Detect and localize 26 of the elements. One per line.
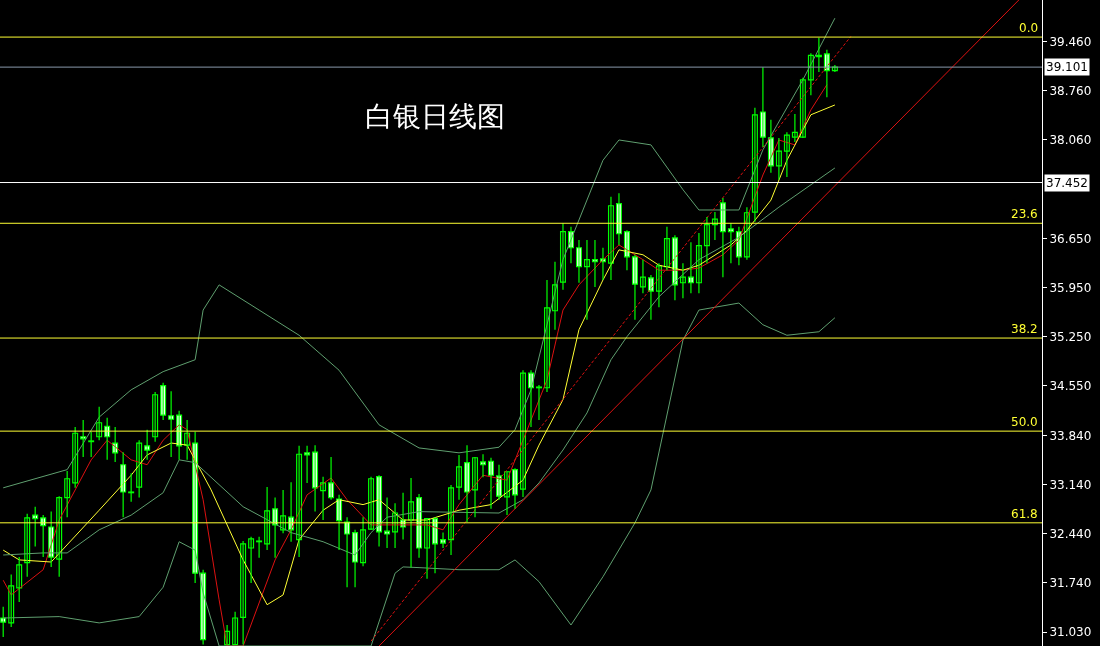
line-series bbox=[2, 167, 836, 556]
text: 白银日线图 bbox=[364, 100, 505, 134]
y-tick-label: 36.650 bbox=[1049, 231, 1092, 246]
candlestick bbox=[128, 472, 135, 503]
ref-line-label: 39.101 bbox=[1046, 60, 1088, 74]
ref-line-label: 37.452 bbox=[1046, 176, 1088, 190]
y-tick-label: 38.060 bbox=[1049, 133, 1092, 148]
y-tick-label: 34.550 bbox=[1049, 378, 1092, 393]
y-tick-label: 35.250 bbox=[1049, 329, 1092, 344]
candlestick bbox=[32, 506, 39, 548]
annotation: 61.8 bbox=[1011, 507, 1038, 521]
y-tick-label: 33.840 bbox=[1049, 428, 1092, 443]
y-tick-label: 32.440 bbox=[1049, 526, 1092, 541]
y-tick-label: 31.030 bbox=[1049, 625, 1092, 640]
candlestick bbox=[88, 431, 95, 458]
annotation: 0.0 bbox=[1019, 21, 1039, 35]
annotation: 50.0 bbox=[1011, 415, 1038, 429]
line-series bbox=[2, 17, 836, 489]
annotation: 23.6 bbox=[1011, 207, 1038, 221]
y-tick-label: 33.140 bbox=[1049, 477, 1092, 492]
y-tick-label: 35.950 bbox=[1049, 280, 1092, 295]
line-series bbox=[2, 302, 836, 646]
annotation: 38.2 bbox=[1011, 322, 1038, 336]
y-tick-label: 38.760 bbox=[1049, 84, 1092, 99]
y-tick-label: 39.460 bbox=[1049, 35, 1092, 50]
y-tick-label: 31.740 bbox=[1049, 575, 1092, 590]
